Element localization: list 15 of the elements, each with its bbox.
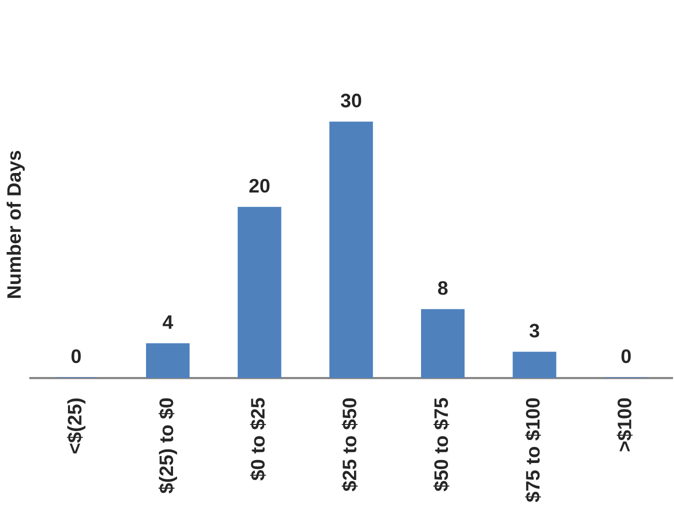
- data-label: 20: [249, 178, 270, 193]
- x-tick-label: $75 to $100: [525, 398, 541, 502]
- data-label: 4: [162, 315, 174, 329]
- x-tick-label: $(25) to $0: [158, 398, 178, 494]
- y-axis-title: Number of Days: [6, 150, 25, 298]
- data-label: 0: [622, 349, 631, 364]
- data-label: 0: [72, 349, 81, 364]
- data-label: 8: [438, 281, 448, 295]
- data-label: 3: [530, 324, 540, 338]
- data-label: 30: [340, 94, 362, 108]
- x-tick-label: <$(25): [66, 398, 86, 454]
- x-tick-label: $25 to $50: [342, 398, 358, 492]
- x-tick-label: >$100: [616, 398, 633, 452]
- x-tick-label: $0 to $25: [250, 398, 266, 480]
- x-tick-label: $50 to $75: [433, 398, 450, 492]
